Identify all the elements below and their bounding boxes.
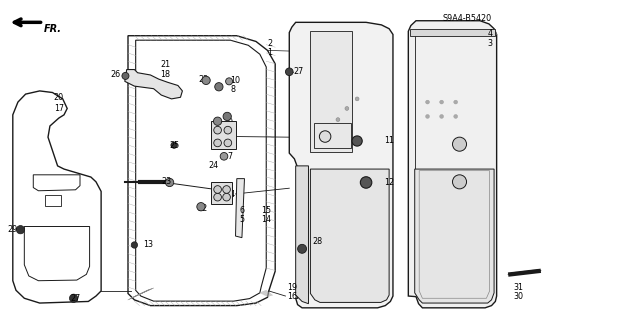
Circle shape — [452, 137, 467, 151]
Circle shape — [285, 68, 293, 76]
Circle shape — [454, 100, 458, 104]
Polygon shape — [415, 169, 494, 303]
Polygon shape — [310, 31, 352, 152]
Text: 7: 7 — [227, 152, 232, 161]
Circle shape — [226, 78, 232, 85]
Text: 24: 24 — [225, 190, 236, 199]
Text: 22: 22 — [198, 75, 209, 84]
Polygon shape — [289, 22, 393, 308]
Circle shape — [220, 152, 228, 160]
Polygon shape — [125, 70, 182, 99]
Text: 12: 12 — [384, 178, 394, 187]
Text: 27: 27 — [293, 67, 303, 76]
Text: 15: 15 — [261, 206, 271, 215]
Circle shape — [224, 126, 232, 134]
Text: 2: 2 — [268, 39, 273, 48]
Text: 17: 17 — [54, 104, 64, 113]
Circle shape — [223, 186, 230, 193]
Text: 23: 23 — [161, 177, 172, 186]
Text: 29: 29 — [8, 225, 18, 234]
Text: 11: 11 — [384, 137, 394, 145]
Circle shape — [17, 226, 24, 234]
Circle shape — [352, 136, 362, 146]
Circle shape — [70, 294, 77, 302]
Circle shape — [214, 139, 221, 147]
Text: 25: 25 — [169, 141, 179, 150]
Circle shape — [171, 142, 177, 148]
Circle shape — [214, 186, 221, 193]
Polygon shape — [310, 169, 389, 302]
Text: S9A4-B5420: S9A4-B5420 — [443, 14, 492, 23]
Circle shape — [355, 97, 359, 101]
Polygon shape — [296, 166, 308, 304]
Text: 26: 26 — [110, 70, 120, 79]
Circle shape — [426, 115, 429, 118]
Text: 28: 28 — [312, 237, 323, 246]
Polygon shape — [236, 179, 244, 238]
Text: 24: 24 — [208, 161, 218, 170]
Text: 8: 8 — [230, 85, 236, 94]
Circle shape — [122, 72, 129, 79]
Circle shape — [215, 83, 223, 91]
Circle shape — [440, 100, 444, 104]
Circle shape — [223, 193, 230, 201]
Circle shape — [214, 193, 221, 201]
Text: 1: 1 — [268, 48, 273, 57]
Text: 19: 19 — [287, 283, 297, 292]
Text: FR.: FR. — [44, 24, 61, 34]
Text: 16: 16 — [287, 292, 297, 301]
Polygon shape — [211, 182, 232, 204]
Text: 3: 3 — [488, 39, 493, 48]
Circle shape — [214, 117, 221, 125]
Circle shape — [336, 118, 340, 122]
Circle shape — [131, 242, 138, 248]
Circle shape — [454, 115, 458, 118]
Circle shape — [452, 175, 467, 189]
Circle shape — [319, 131, 331, 142]
Text: 22: 22 — [197, 204, 207, 213]
Circle shape — [440, 115, 444, 118]
Circle shape — [298, 244, 307, 253]
Text: 10: 10 — [230, 76, 241, 85]
Text: 14: 14 — [261, 215, 271, 224]
Text: 18: 18 — [160, 70, 170, 78]
Polygon shape — [408, 21, 497, 308]
Text: 27: 27 — [70, 294, 81, 303]
Text: 30: 30 — [513, 292, 524, 301]
Polygon shape — [211, 121, 236, 149]
Circle shape — [197, 203, 205, 211]
Circle shape — [224, 139, 232, 147]
Polygon shape — [410, 29, 495, 36]
Text: 20: 20 — [54, 93, 64, 102]
Text: 13: 13 — [143, 241, 154, 249]
Text: 9: 9 — [227, 118, 232, 127]
Text: 4: 4 — [488, 29, 493, 38]
Text: 21: 21 — [160, 60, 170, 69]
Text: 6: 6 — [239, 206, 244, 215]
Circle shape — [214, 126, 221, 134]
Circle shape — [223, 112, 231, 121]
Text: 5: 5 — [239, 215, 244, 224]
Circle shape — [166, 178, 173, 187]
Circle shape — [426, 100, 429, 104]
Text: 31: 31 — [513, 283, 524, 292]
Circle shape — [202, 76, 210, 85]
Circle shape — [360, 177, 372, 188]
Circle shape — [345, 107, 349, 110]
